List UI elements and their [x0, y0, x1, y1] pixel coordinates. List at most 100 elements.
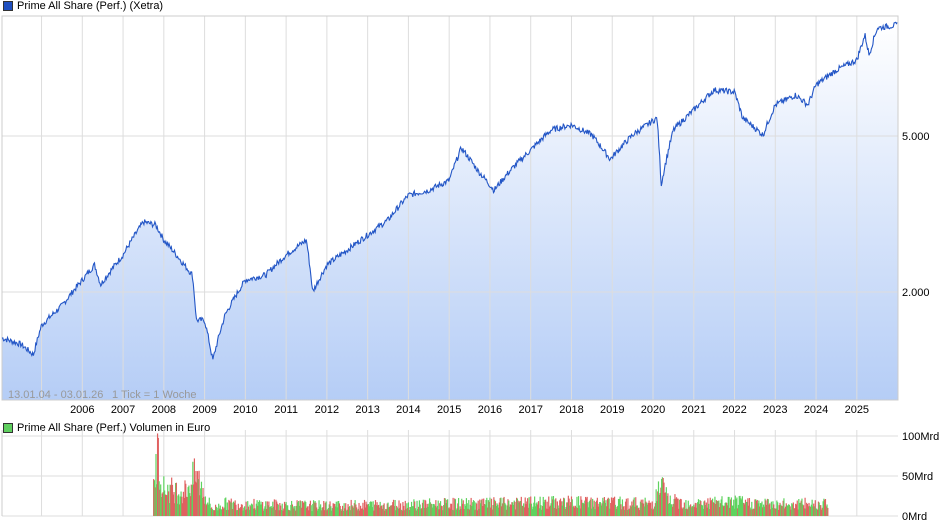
- volume-bar: [365, 501, 367, 516]
- volume-bar: [269, 506, 272, 516]
- volume-bar: [646, 504, 649, 516]
- volume-bar: [773, 504, 775, 516]
- volume-bar: [791, 503, 793, 516]
- volume-bar: [621, 509, 623, 516]
- volume-bar: [335, 501, 337, 516]
- volume-bar: [536, 502, 538, 516]
- volume-bar: [700, 500, 702, 516]
- volume-bar: [543, 502, 545, 516]
- volume-bar: [577, 496, 580, 516]
- volume-bar: [540, 505, 542, 516]
- volume-bar: [435, 500, 437, 516]
- volume-bar: [502, 498, 504, 516]
- volume-bar: [824, 499, 827, 516]
- volume-bar: [432, 503, 435, 516]
- volume-bar: [754, 499, 756, 516]
- volume-bar: [613, 496, 616, 516]
- volume-bar: [665, 487, 667, 516]
- volume-bar: [598, 503, 600, 516]
- volume-bar: [188, 485, 190, 516]
- volume-bar: [307, 506, 309, 516]
- volume-bar: [430, 503, 432, 516]
- volume-bar: [501, 503, 504, 516]
- volume-bar: [381, 505, 383, 516]
- volume-bar: [243, 507, 245, 516]
- volume-bar: [324, 502, 326, 516]
- tick-label: 1 Tick = 1 Woche: [112, 389, 196, 401]
- volume-bar: [606, 498, 609, 516]
- volume-bar: [553, 507, 555, 516]
- volume-bar: [489, 497, 491, 516]
- volume-bar: [265, 501, 267, 516]
- volume-bar: [444, 498, 446, 516]
- volume-bar: [656, 501, 658, 516]
- volume-bar: [704, 505, 707, 516]
- volume-bar: [319, 506, 321, 516]
- volume-bar: [385, 509, 388, 516]
- volume-bar: [472, 502, 474, 516]
- volume-bar: [766, 504, 768, 516]
- volume-bar: [225, 497, 227, 516]
- x-tick-label: 2021: [682, 404, 706, 416]
- volume-bar: [330, 510, 333, 516]
- volume-bar: [508, 506, 511, 516]
- volume-bar: [449, 508, 451, 516]
- volume-bar: [206, 503, 208, 516]
- volume-bar: [758, 500, 760, 516]
- volume-bar: [517, 500, 519, 516]
- volume-bar: [460, 508, 462, 516]
- volume-bar: [183, 497, 185, 516]
- x-tick-label: 2023: [763, 404, 787, 416]
- volume-bar: [748, 505, 750, 516]
- volume-bar: [369, 501, 371, 516]
- volume-bar: [531, 509, 533, 516]
- volume-bar: [165, 494, 167, 516]
- volume-bar: [432, 507, 434, 516]
- volume-bar: [403, 505, 405, 516]
- volume-bar: [811, 499, 813, 516]
- volume-bar: [711, 499, 713, 516]
- volume-bar: [545, 499, 547, 516]
- volume-bar: [170, 485, 172, 516]
- volume-bar: [542, 496, 544, 516]
- volume-bar: [686, 508, 688, 516]
- volume-bar: [389, 506, 391, 516]
- volume-bar: [179, 496, 181, 516]
- volume-bar: [470, 497, 472, 516]
- volume-bar: [462, 500, 464, 516]
- volume-bar: [516, 498, 518, 516]
- volume-bar: [765, 500, 767, 516]
- volume-bar: [706, 507, 708, 516]
- volume-bar: [352, 507, 355, 516]
- volume-bar: [555, 498, 557, 516]
- volume-y-tick-label: 0Mrd: [902, 511, 927, 523]
- x-tick-label: 2012: [315, 404, 339, 416]
- volume-bar: [276, 501, 278, 516]
- volume-bar: [418, 506, 420, 516]
- volume-bar: [693, 504, 695, 516]
- volume-bar: [565, 506, 567, 516]
- volume-bar: [375, 505, 377, 516]
- volume-bar: [708, 503, 710, 516]
- volume-bar: [156, 433, 159, 516]
- volume-bar: [392, 499, 395, 516]
- volume-bar: [181, 496, 183, 516]
- volume-y-tick-label: 50Mrd: [902, 471, 933, 483]
- volume-bar: [703, 501, 705, 516]
- volume-bar: [221, 509, 223, 516]
- volume-bar: [192, 461, 194, 516]
- volume-bar: [174, 503, 176, 516]
- volume-bar: [533, 502, 535, 516]
- volume-bar: [357, 508, 359, 516]
- volume-bar: [823, 498, 825, 516]
- volume-bar: [559, 498, 562, 516]
- volume-bar: [718, 500, 720, 516]
- volume-bar: [775, 508, 777, 516]
- volume-bar: [401, 510, 403, 516]
- volume-bar: [637, 508, 639, 516]
- volume-bar: [581, 499, 583, 516]
- volume-bar: [566, 502, 568, 516]
- volume-bar: [640, 499, 642, 516]
- volume-bar: [538, 508, 540, 516]
- volume-bar: [177, 495, 179, 516]
